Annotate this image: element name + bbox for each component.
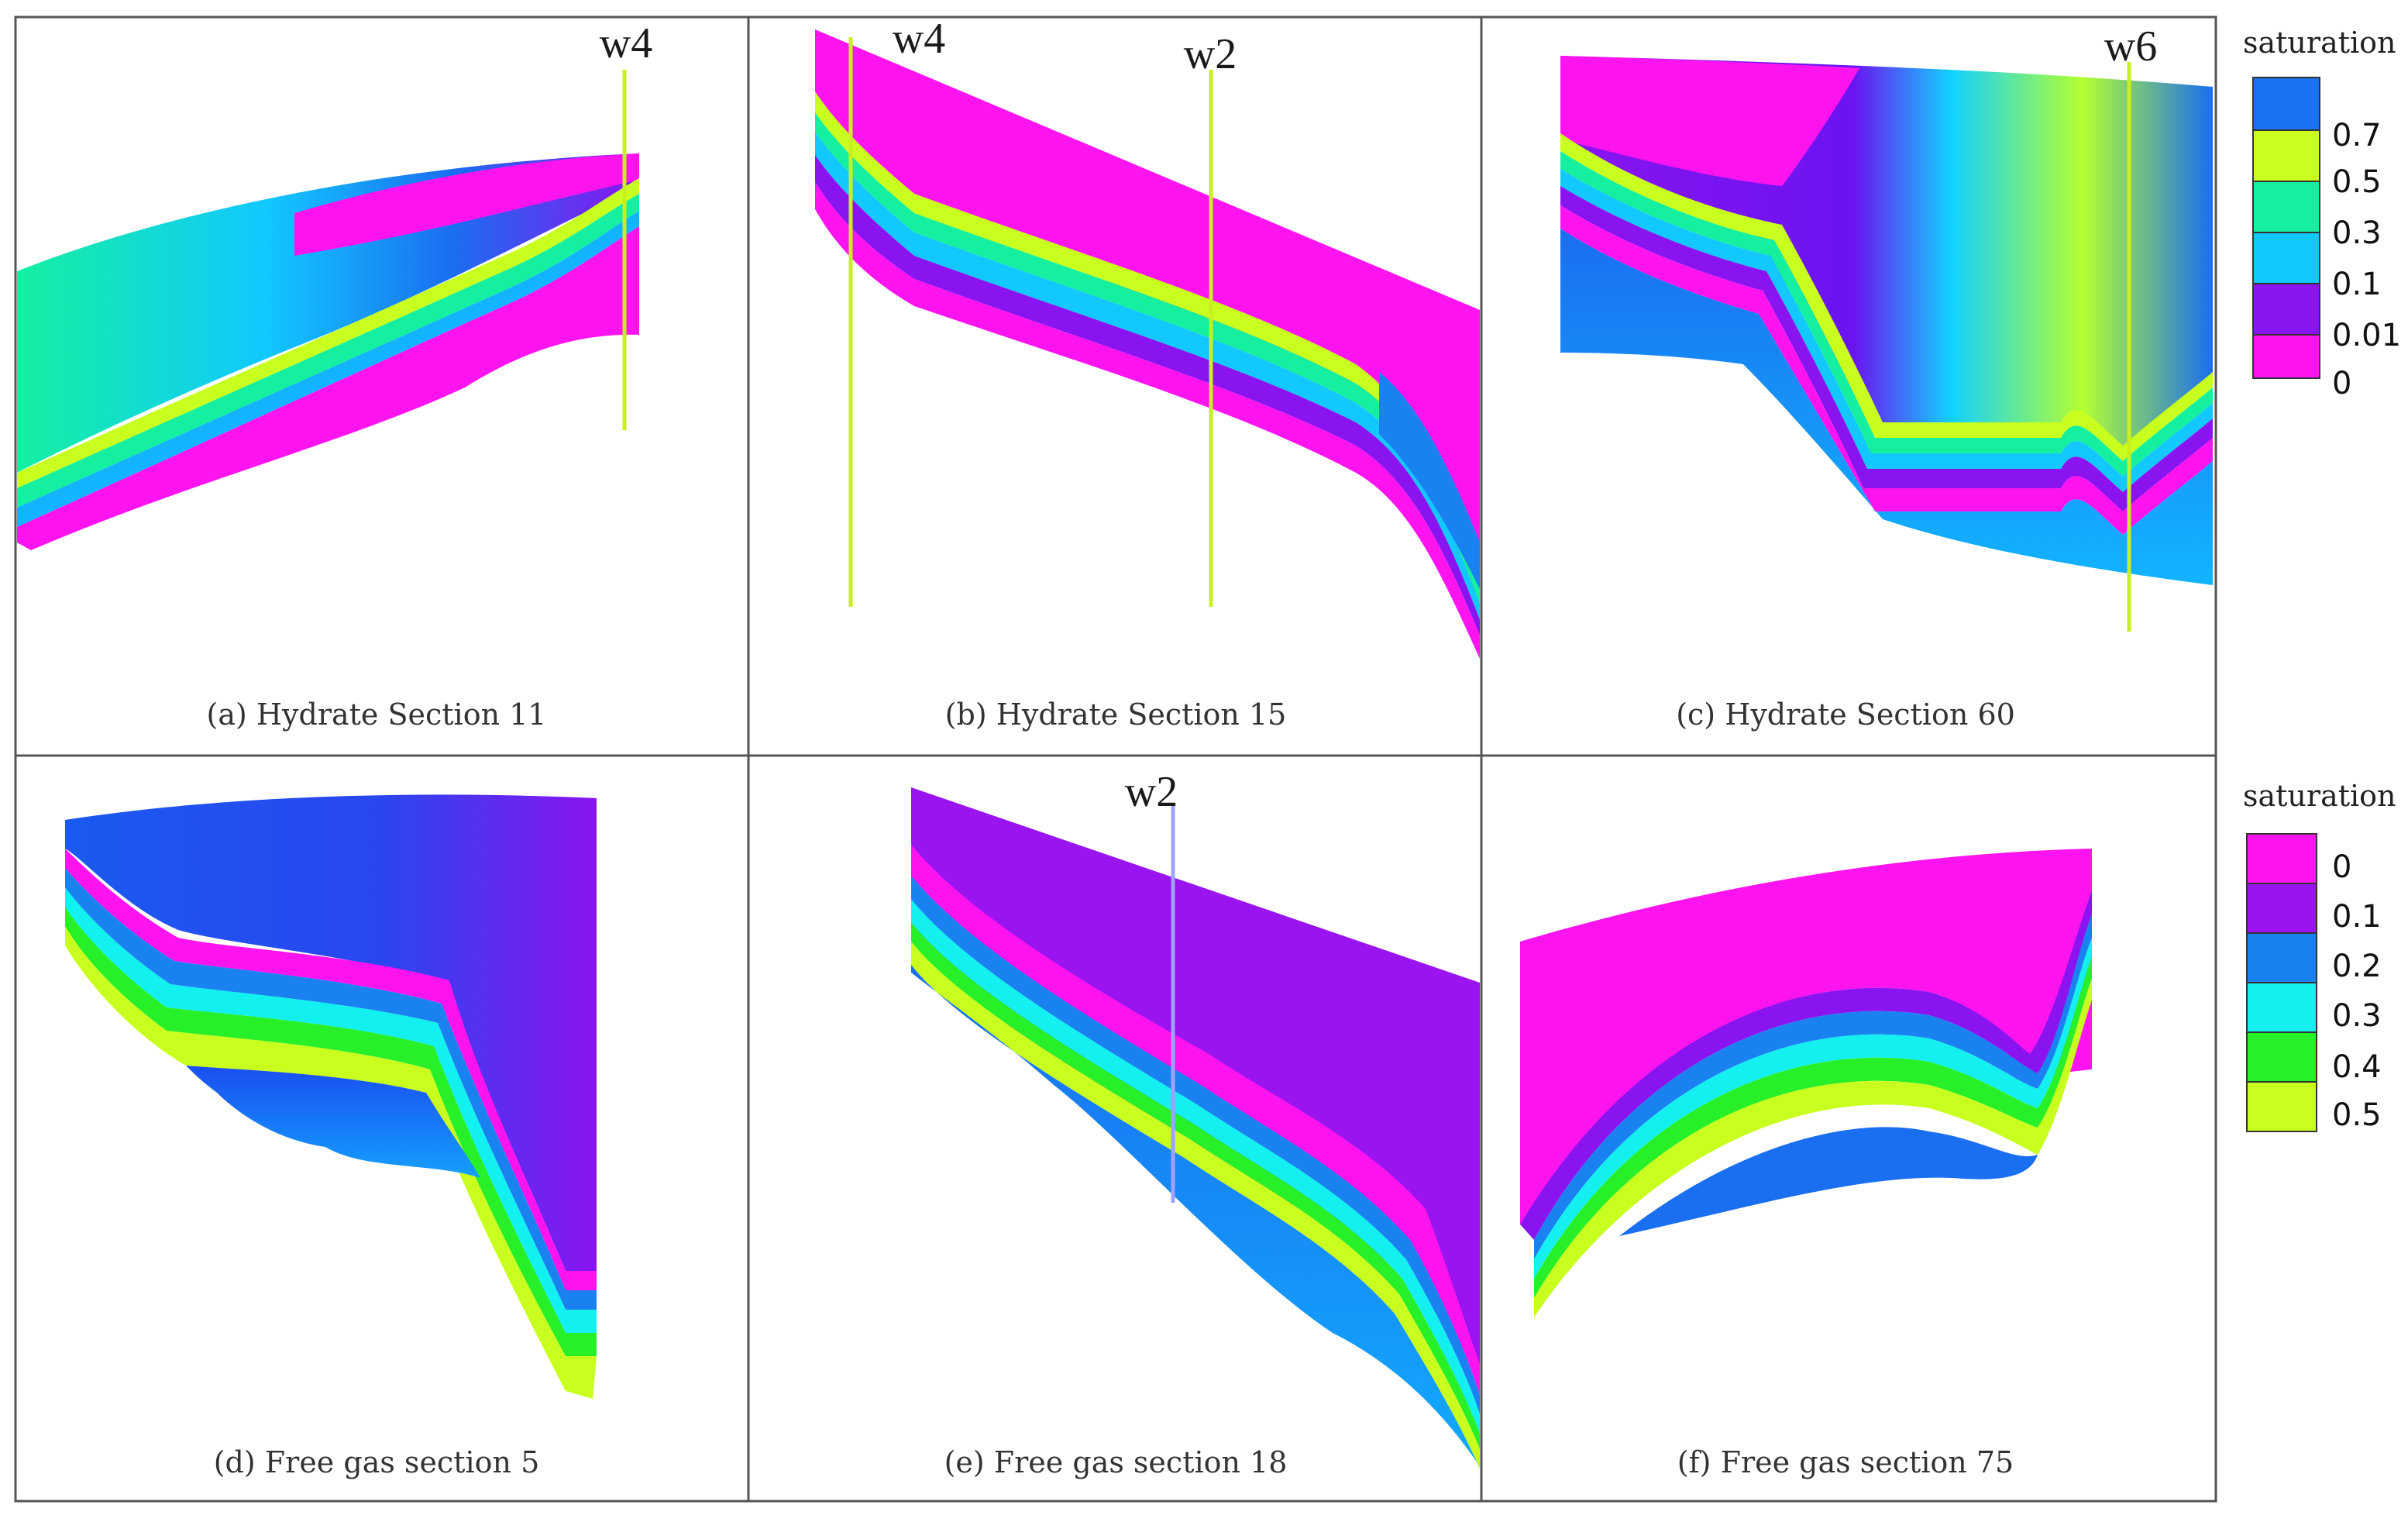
panel-a-caption: (a) Hydrate Section 11 [207, 697, 547, 732]
panel-a-cyan-band [17, 211, 639, 527]
panel-e-cyan-band [911, 899, 1480, 1434]
legend-gas-swatch-1 [2246, 883, 2317, 934]
panel-a-lime-band [17, 178, 639, 488]
legend-gas-label-5: 0.5 [2332, 1097, 2382, 1133]
panel-e-caption: (e) Free gas section 18 [944, 1445, 1288, 1479]
legend-gas-label-2: 0.2 [2332, 949, 2382, 984]
panel-c-green-band [1560, 151, 2213, 477]
panel-e-well-w2-label: w2 [1125, 768, 1178, 816]
panel-c-bottom-blue [1560, 229, 2213, 585]
panel-a: w4 (a) Hydrate Section 11 [17, 19, 652, 732]
panel-b-magenta-upper [815, 29, 1480, 620]
panel-c-magenta-left [1560, 56, 1859, 186]
panel-b-well-w4-label: w4 [893, 15, 945, 63]
panel-d-lime-band [65, 926, 597, 1399]
legend-hydrate-label-4: 0.01 [2332, 318, 2401, 353]
panel-c-caption: (c) Hydrate Section 60 [1676, 697, 2015, 732]
panel-d-green-band [65, 907, 597, 1356]
panel-e-magenta-band [911, 845, 1480, 1395]
legend-gas: saturation 0 0.1 0.2 0.3 0.4 0.5 [2243, 779, 2396, 1133]
panel-e-lime-band [911, 942, 1480, 1469]
legend-hydrate: saturation 0.7 0.5 0.3 0.1 0.01 0 [2243, 26, 2401, 401]
panel-a-upper-region [17, 153, 639, 473]
legend-gas-swatch-2 [2246, 932, 2317, 983]
panel-e: w2 (e) Free gas section 18 [911, 768, 1480, 1479]
legend-gas-swatch-5 [2246, 1081, 2317, 1132]
panel-c-cyan-band [1560, 169, 2213, 492]
legend-hydrate-label-2: 0.3 [2332, 215, 2382, 251]
legend-hydrate-swatch-3 [2252, 232, 2320, 284]
legend-gas-label-3: 0.3 [2332, 998, 2382, 1034]
panel-d-magenta-band [65, 849, 597, 1290]
panel-b-caption: (b) Hydrate Section 15 [945, 697, 1287, 732]
panel-d-bottom-blue [186, 1066, 480, 1178]
panel-a-well-w4-label: w4 [600, 19, 652, 67]
panel-b-well-w2-label: w2 [1184, 30, 1237, 78]
legend-hydrate-swatch-2 [2252, 181, 2320, 233]
panel-e-blue-band [911, 876, 1480, 1414]
legend-hydrate-swatch-1 [2252, 129, 2320, 182]
panel-b: w4 w2 (b) Hydrate Section 15 [815, 15, 1480, 732]
legend-hydrate-swatch-4 [2252, 283, 2320, 336]
panel-f: (f) Free gas section 75 [1520, 849, 2092, 1479]
panel-c: w6 (c) Hydrate Section 60 [1560, 22, 2213, 732]
legend-gas-title: saturation [2243, 779, 2396, 813]
panel-a-magenta-lower [17, 226, 639, 550]
panel-c-well-w6-label: w6 [2104, 22, 2157, 71]
legend-hydrate-label-1: 0.5 [2332, 164, 2382, 200]
legend-gas-label-1: 0.1 [2332, 899, 2382, 935]
panel-e-green-band [911, 922, 1480, 1449]
legend-gas-swatch-4 [2246, 1031, 2317, 1083]
panel-f-magenta-upper [1520, 849, 2092, 1224]
panel-f-bottom-blue [1619, 1127, 2038, 1236]
legend-hydrate-label-0: 0.7 [2332, 118, 2382, 153]
panel-d-top-region [65, 794, 597, 1286]
legend-hydrate-swatch-0 [2252, 77, 2320, 131]
panel-d-cyan-band [65, 887, 597, 1333]
legend-hydrate-swatch-5 [2252, 334, 2320, 379]
panel-c-purple-band [1560, 186, 2213, 511]
panel-a-green-band [17, 194, 639, 508]
figure-frame [14, 15, 2217, 1503]
panel-c-magenta-band [1560, 205, 2213, 535]
panel-a-magenta-top [294, 153, 639, 256]
panel-grid [14, 15, 2217, 1503]
panel-c-lime-band [1560, 133, 2213, 461]
legend-gas-label-0: 0 [2332, 849, 2351, 885]
legend-hydrate-title: saturation [2243, 26, 2396, 60]
panel-d: (d) Free gas section 5 [65, 794, 597, 1479]
panel-d-caption: (d) Free gas section 5 [214, 1445, 540, 1479]
legend-gas-label-4: 0.4 [2332, 1049, 2382, 1085]
legend-hydrate-label-3: 0.1 [2332, 267, 2382, 302]
panel-b-blue-tail [1379, 372, 1480, 589]
legend-gas-swatch-3 [2246, 982, 2317, 1033]
panel-d-blue-band [65, 868, 597, 1310]
legend-hydrate-label-5: 0 [2332, 366, 2351, 401]
legend-gas-swatch-0 [2246, 833, 2317, 884]
panel-f-caption: (f) Free gas section 75 [1677, 1445, 2014, 1479]
